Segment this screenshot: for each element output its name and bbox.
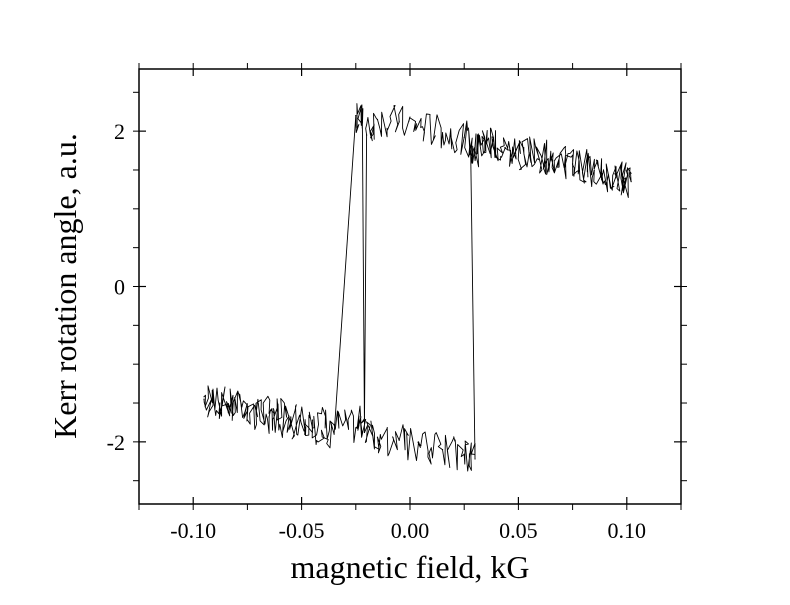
- data-point: [463, 453, 465, 455]
- data-point: [333, 433, 335, 435]
- data-point: [550, 157, 552, 159]
- series-line-0: [203, 103, 632, 472]
- data-point: [398, 121, 400, 123]
- data-point: [363, 417, 366, 420]
- data-point: [593, 167, 595, 170]
- x-tick-label: 0.10: [608, 518, 647, 543]
- data-point: [593, 169, 595, 171]
- data-point: [420, 445, 422, 447]
- y-axis-label: Kerr rotation angle, a.u.: [47, 133, 83, 439]
- y-tick-label: -2: [107, 430, 125, 455]
- data-point: [203, 398, 205, 400]
- data-point: [528, 153, 530, 156]
- data-point: [463, 136, 465, 138]
- data-point: [333, 424, 335, 426]
- data-point: [203, 396, 205, 398]
- data-point: [376, 118, 379, 121]
- data-point: [246, 410, 248, 412]
- data-point: [474, 458, 476, 460]
- data-point: [246, 408, 248, 410]
- y-tick-label: 2: [114, 119, 125, 144]
- x-tick-label: -0.10: [170, 518, 216, 543]
- data-point: [290, 416, 292, 418]
- data-point: [485, 142, 487, 145]
- data-point: [376, 436, 379, 438]
- data-point: [615, 175, 617, 177]
- x-tick-label: -0.05: [279, 518, 325, 543]
- data-point: [470, 152, 472, 154]
- x-tick-label: 0.00: [391, 518, 430, 543]
- data-point: [361, 113, 363, 115]
- data-point: [355, 115, 357, 117]
- data-point: [550, 159, 552, 161]
- data-point: [528, 152, 530, 154]
- data-point: [420, 126, 422, 128]
- data-point: [268, 416, 270, 418]
- data-point: [311, 419, 314, 421]
- data-point: [441, 132, 444, 134]
- data-point: [506, 149, 509, 151]
- data-point: [268, 412, 270, 414]
- data-point: [398, 439, 400, 441]
- data-point: [366, 134, 368, 136]
- data-point: [615, 177, 617, 179]
- data-point: [474, 149, 476, 151]
- data-point: [355, 427, 357, 429]
- data-point: [572, 163, 574, 166]
- data-point: [225, 403, 227, 406]
- x-axis-label: magnetic field, kG: [290, 549, 529, 585]
- data-point: [506, 147, 509, 149]
- data-point: [630, 181, 632, 183]
- data-point: [441, 449, 444, 451]
- data-point: [290, 421, 292, 424]
- x-tick-label: 0.05: [499, 518, 538, 543]
- y-tick-label: 0: [114, 275, 125, 300]
- data-point: [363, 431, 366, 434]
- data-point: [311, 427, 314, 429]
